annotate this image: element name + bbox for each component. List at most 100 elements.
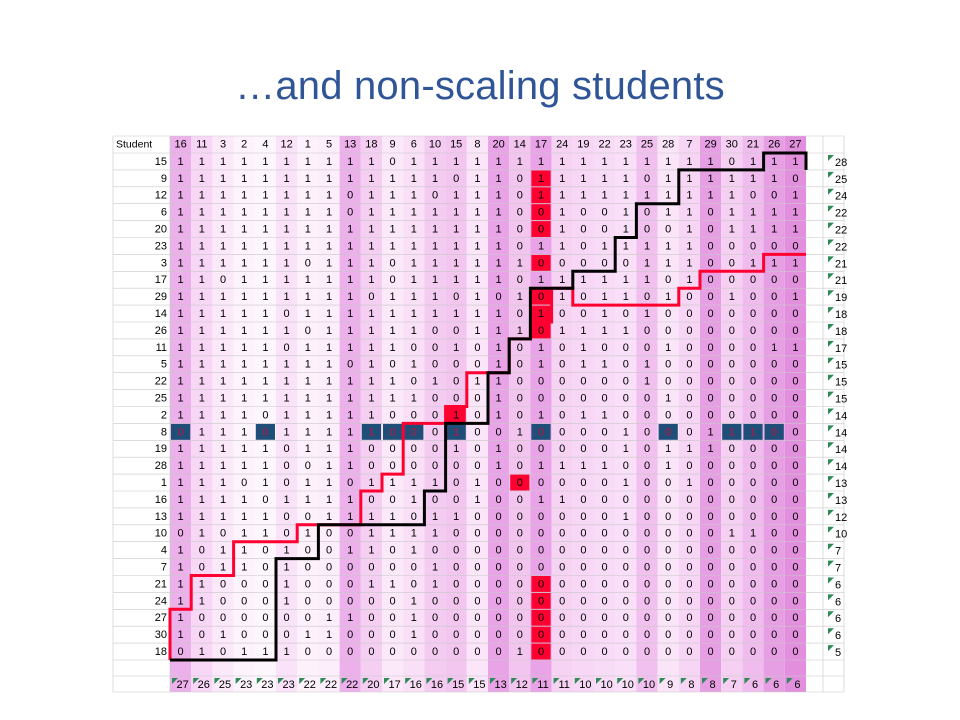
item-total-label: 7 (731, 679, 737, 691)
column-shade (403, 136, 425, 692)
response-cell: 0 (326, 545, 332, 557)
response-cell: 1 (411, 156, 417, 168)
response-cell: 1 (199, 308, 205, 320)
green-triangle-icon (828, 205, 834, 212)
response-cell: 0 (665, 545, 671, 557)
response-cell: 1 (368, 325, 374, 337)
response-cell: 0 (538, 612, 544, 624)
response-cell: 1 (750, 156, 756, 168)
response-cell: 1 (284, 545, 290, 557)
response-cell: 0 (792, 376, 798, 388)
column-shade (297, 136, 319, 692)
response-cell: 1 (326, 291, 332, 303)
response-cell: 0 (792, 629, 798, 641)
response-cell: 0 (411, 460, 417, 472)
response-cell: 0 (390, 595, 396, 607)
response-cell: 1 (474, 173, 480, 185)
response-cell: 0 (496, 595, 502, 607)
response-cell: 0 (326, 646, 332, 658)
response-cell: 0 (708, 207, 714, 219)
response-cell: 0 (708, 240, 714, 252)
response-cell: 1 (178, 240, 184, 252)
response-cell: 0 (517, 595, 523, 607)
response-cell: 1 (517, 257, 523, 269)
student-score-label: 25 (835, 174, 847, 186)
response-cell: 0 (792, 325, 798, 337)
response-cell: 0 (750, 561, 756, 573)
response-cell: 1 (220, 325, 226, 337)
response-cell: 1 (538, 359, 544, 371)
response-cell: 1 (326, 392, 332, 404)
response-cell: 0 (729, 612, 735, 624)
response-cell: 0 (453, 528, 459, 540)
response-cell: 1 (326, 443, 332, 455)
question-id-label: 24 (556, 138, 568, 150)
student-id-label: 24 (155, 595, 167, 607)
item-total-label: 10 (643, 679, 655, 691)
response-cell: 0 (284, 511, 290, 523)
response-cell: 1 (199, 443, 205, 455)
response-cell: 1 (432, 528, 438, 540)
response-cell: 1 (623, 291, 629, 303)
response-cell: 0 (220, 612, 226, 624)
response-cell: 1 (284, 409, 290, 421)
response-cell: 0 (559, 612, 565, 624)
response-cell: 1 (262, 223, 268, 235)
response-cell: 0 (368, 460, 374, 472)
student-id-label: 29 (155, 291, 167, 303)
response-cell: 0 (623, 646, 629, 658)
response-cell: 1 (347, 545, 353, 557)
question-id-label: 20 (492, 138, 504, 150)
response-cell: 1 (326, 240, 332, 252)
response-cell: 0 (347, 207, 353, 219)
response-cell: 0 (368, 595, 374, 607)
response-cell: 0 (538, 477, 544, 489)
response-cell: 1 (538, 240, 544, 252)
response-cell: 0 (792, 561, 798, 573)
green-triangle-icon (320, 678, 327, 684)
response-cell: 0 (538, 325, 544, 337)
response-cell: 1 (326, 274, 332, 286)
misfit-cell-red (531, 626, 551, 643)
response-cell: 0 (771, 561, 777, 573)
response-cell: 1 (368, 528, 374, 540)
response-cell: 1 (750, 426, 756, 438)
response-cell: 1 (432, 257, 438, 269)
response-cell: 1 (262, 511, 268, 523)
item-total-label: 13 (494, 679, 506, 691)
response-cell: 1 (729, 207, 735, 219)
response-cell: 1 (623, 207, 629, 219)
response-cell: 0 (729, 342, 735, 354)
response-cell: 0 (517, 376, 523, 388)
misfit-cell-red (531, 187, 551, 204)
response-cell: 0 (602, 629, 608, 641)
response-cell: 0 (686, 392, 692, 404)
response-cell: 0 (474, 578, 480, 590)
response-cell: 0 (432, 392, 438, 404)
response-cell: 1 (750, 257, 756, 269)
response-cell: 0 (241, 612, 247, 624)
response-cell: 1 (390, 190, 396, 202)
response-cell: 0 (262, 578, 268, 590)
item-total-label: 10 (600, 679, 612, 691)
response-cell: 0 (644, 477, 650, 489)
response-cell: 0 (305, 646, 311, 658)
response-cell: 0 (474, 409, 480, 421)
response-cell: 0 (305, 325, 311, 337)
response-cell: 0 (750, 325, 756, 337)
response-cell: 0 (729, 460, 735, 472)
green-triangle-icon (702, 678, 708, 684)
response-cell: 0 (644, 646, 650, 658)
response-cell: 1 (284, 274, 290, 286)
student-score-label: 22 (835, 208, 847, 220)
response-cell: 0 (602, 257, 608, 269)
response-cell: 1 (178, 545, 184, 557)
response-cell: 0 (580, 223, 586, 235)
response-cell: 1 (708, 426, 714, 438)
response-cell: 0 (559, 392, 565, 404)
student-score-label: 7 (835, 562, 841, 574)
response-cell: 0 (686, 325, 692, 337)
response-cell: 1 (559, 274, 565, 286)
response-cell: 0 (411, 342, 417, 354)
response-cell: 0 (644, 207, 650, 219)
